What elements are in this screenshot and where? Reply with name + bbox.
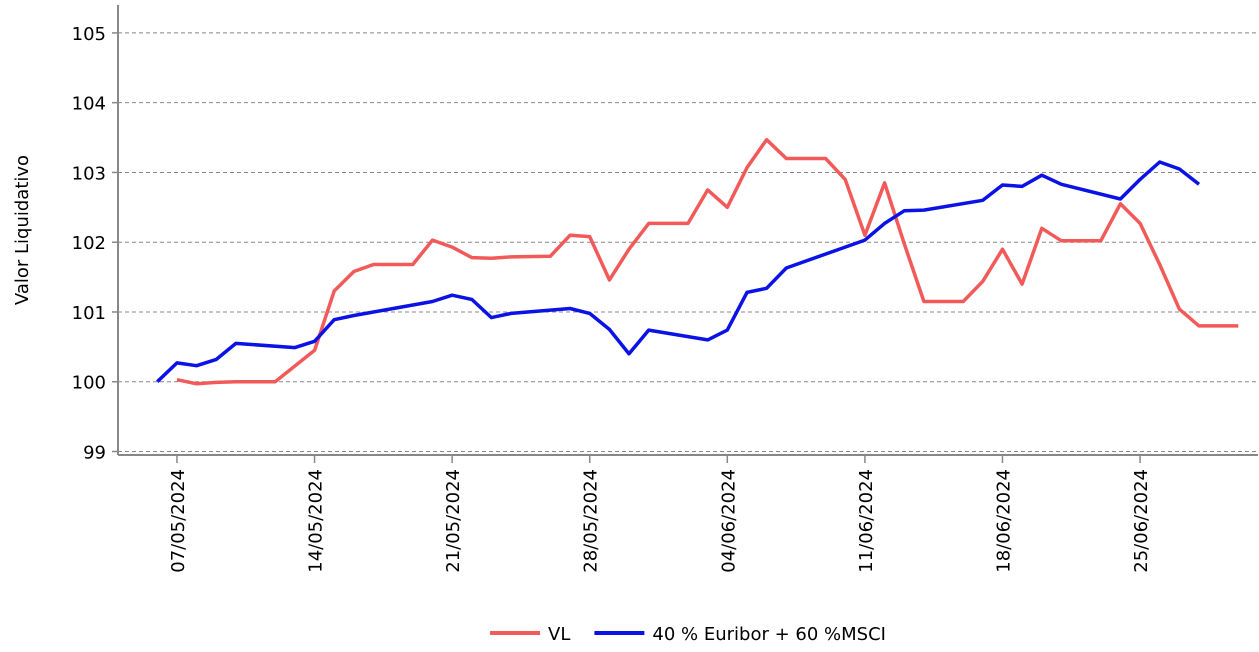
y-tick-label: 103	[72, 163, 106, 184]
x-tick-label: 07/05/2024	[168, 469, 189, 573]
y-tick-label: 100	[72, 373, 106, 394]
x-tick-label: 21/05/2024	[443, 469, 464, 573]
y-tick-label: 101	[72, 303, 106, 324]
x-tick-label: 14/05/2024	[306, 469, 327, 573]
x-tick-label: 04/06/2024	[718, 469, 739, 573]
legend-label: VL	[548, 624, 570, 645]
series-line	[176, 137, 1239, 386]
y-tick-label: 104	[72, 94, 106, 115]
legend: VL 40 % Euribor + 60 %MSCI	[490, 624, 886, 645]
x-tick-label: 11/06/2024	[856, 469, 877, 573]
series-line	[156, 160, 1201, 383]
y-tick-label: 105	[72, 24, 106, 45]
x-tick-label: 18/06/2024	[993, 469, 1014, 573]
legend-label: 40 % Euribor + 60 %MSCI	[652, 624, 886, 645]
y-axis-label: Valor Liquidativo	[12, 155, 33, 305]
y-tick-label: 102	[72, 233, 106, 254]
y-tick-label: 99	[83, 443, 106, 464]
x-tick-label: 28/05/2024	[581, 469, 602, 573]
x-tick-label: 25/06/2024	[1131, 469, 1152, 573]
